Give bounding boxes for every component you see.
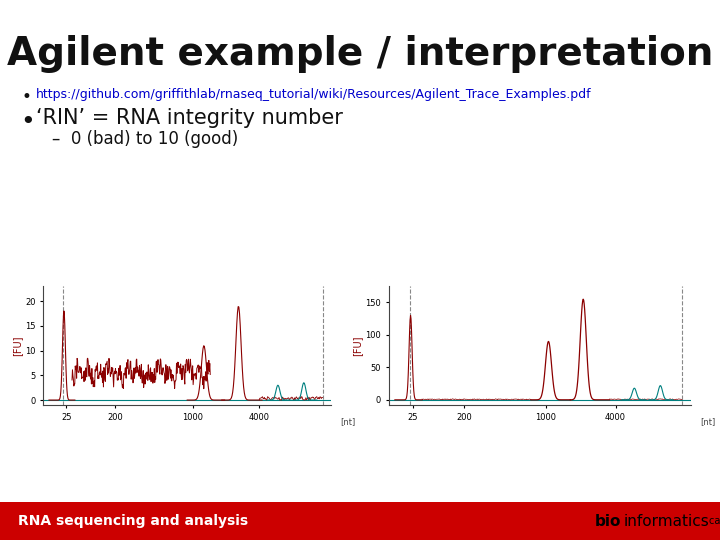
Text: •: • xyxy=(20,110,35,134)
Text: RIN = 6.0: RIN = 6.0 xyxy=(128,302,222,321)
Text: ‘RIN’ = RNA integrity number: ‘RIN’ = RNA integrity number xyxy=(36,108,343,128)
Text: informatics: informatics xyxy=(624,514,710,529)
Y-axis label: [FU]: [FU] xyxy=(353,335,363,356)
Text: bio: bio xyxy=(595,514,621,529)
Text: Agilent example / interpretation: Agilent example / interpretation xyxy=(6,35,714,73)
Bar xyxy=(0,502,720,540)
Text: https://github.com/griffithlab/rnaseq_tutorial/wiki/Resources/Agilent_Trace_Exam: https://github.com/griffithlab/rnaseq_tu… xyxy=(36,88,592,101)
Text: •: • xyxy=(22,88,32,106)
Text: RIN = 10: RIN = 10 xyxy=(487,302,574,321)
Text: .ca: .ca xyxy=(706,516,720,526)
Y-axis label: [FU]: [FU] xyxy=(12,335,22,356)
Text: RNA sequencing and analysis: RNA sequencing and analysis xyxy=(18,514,248,528)
Text: [nt]: [nt] xyxy=(701,417,716,426)
Text: [nt]: [nt] xyxy=(340,417,355,426)
Text: –  0 (bad) to 10 (good): – 0 (bad) to 10 (good) xyxy=(52,130,238,148)
